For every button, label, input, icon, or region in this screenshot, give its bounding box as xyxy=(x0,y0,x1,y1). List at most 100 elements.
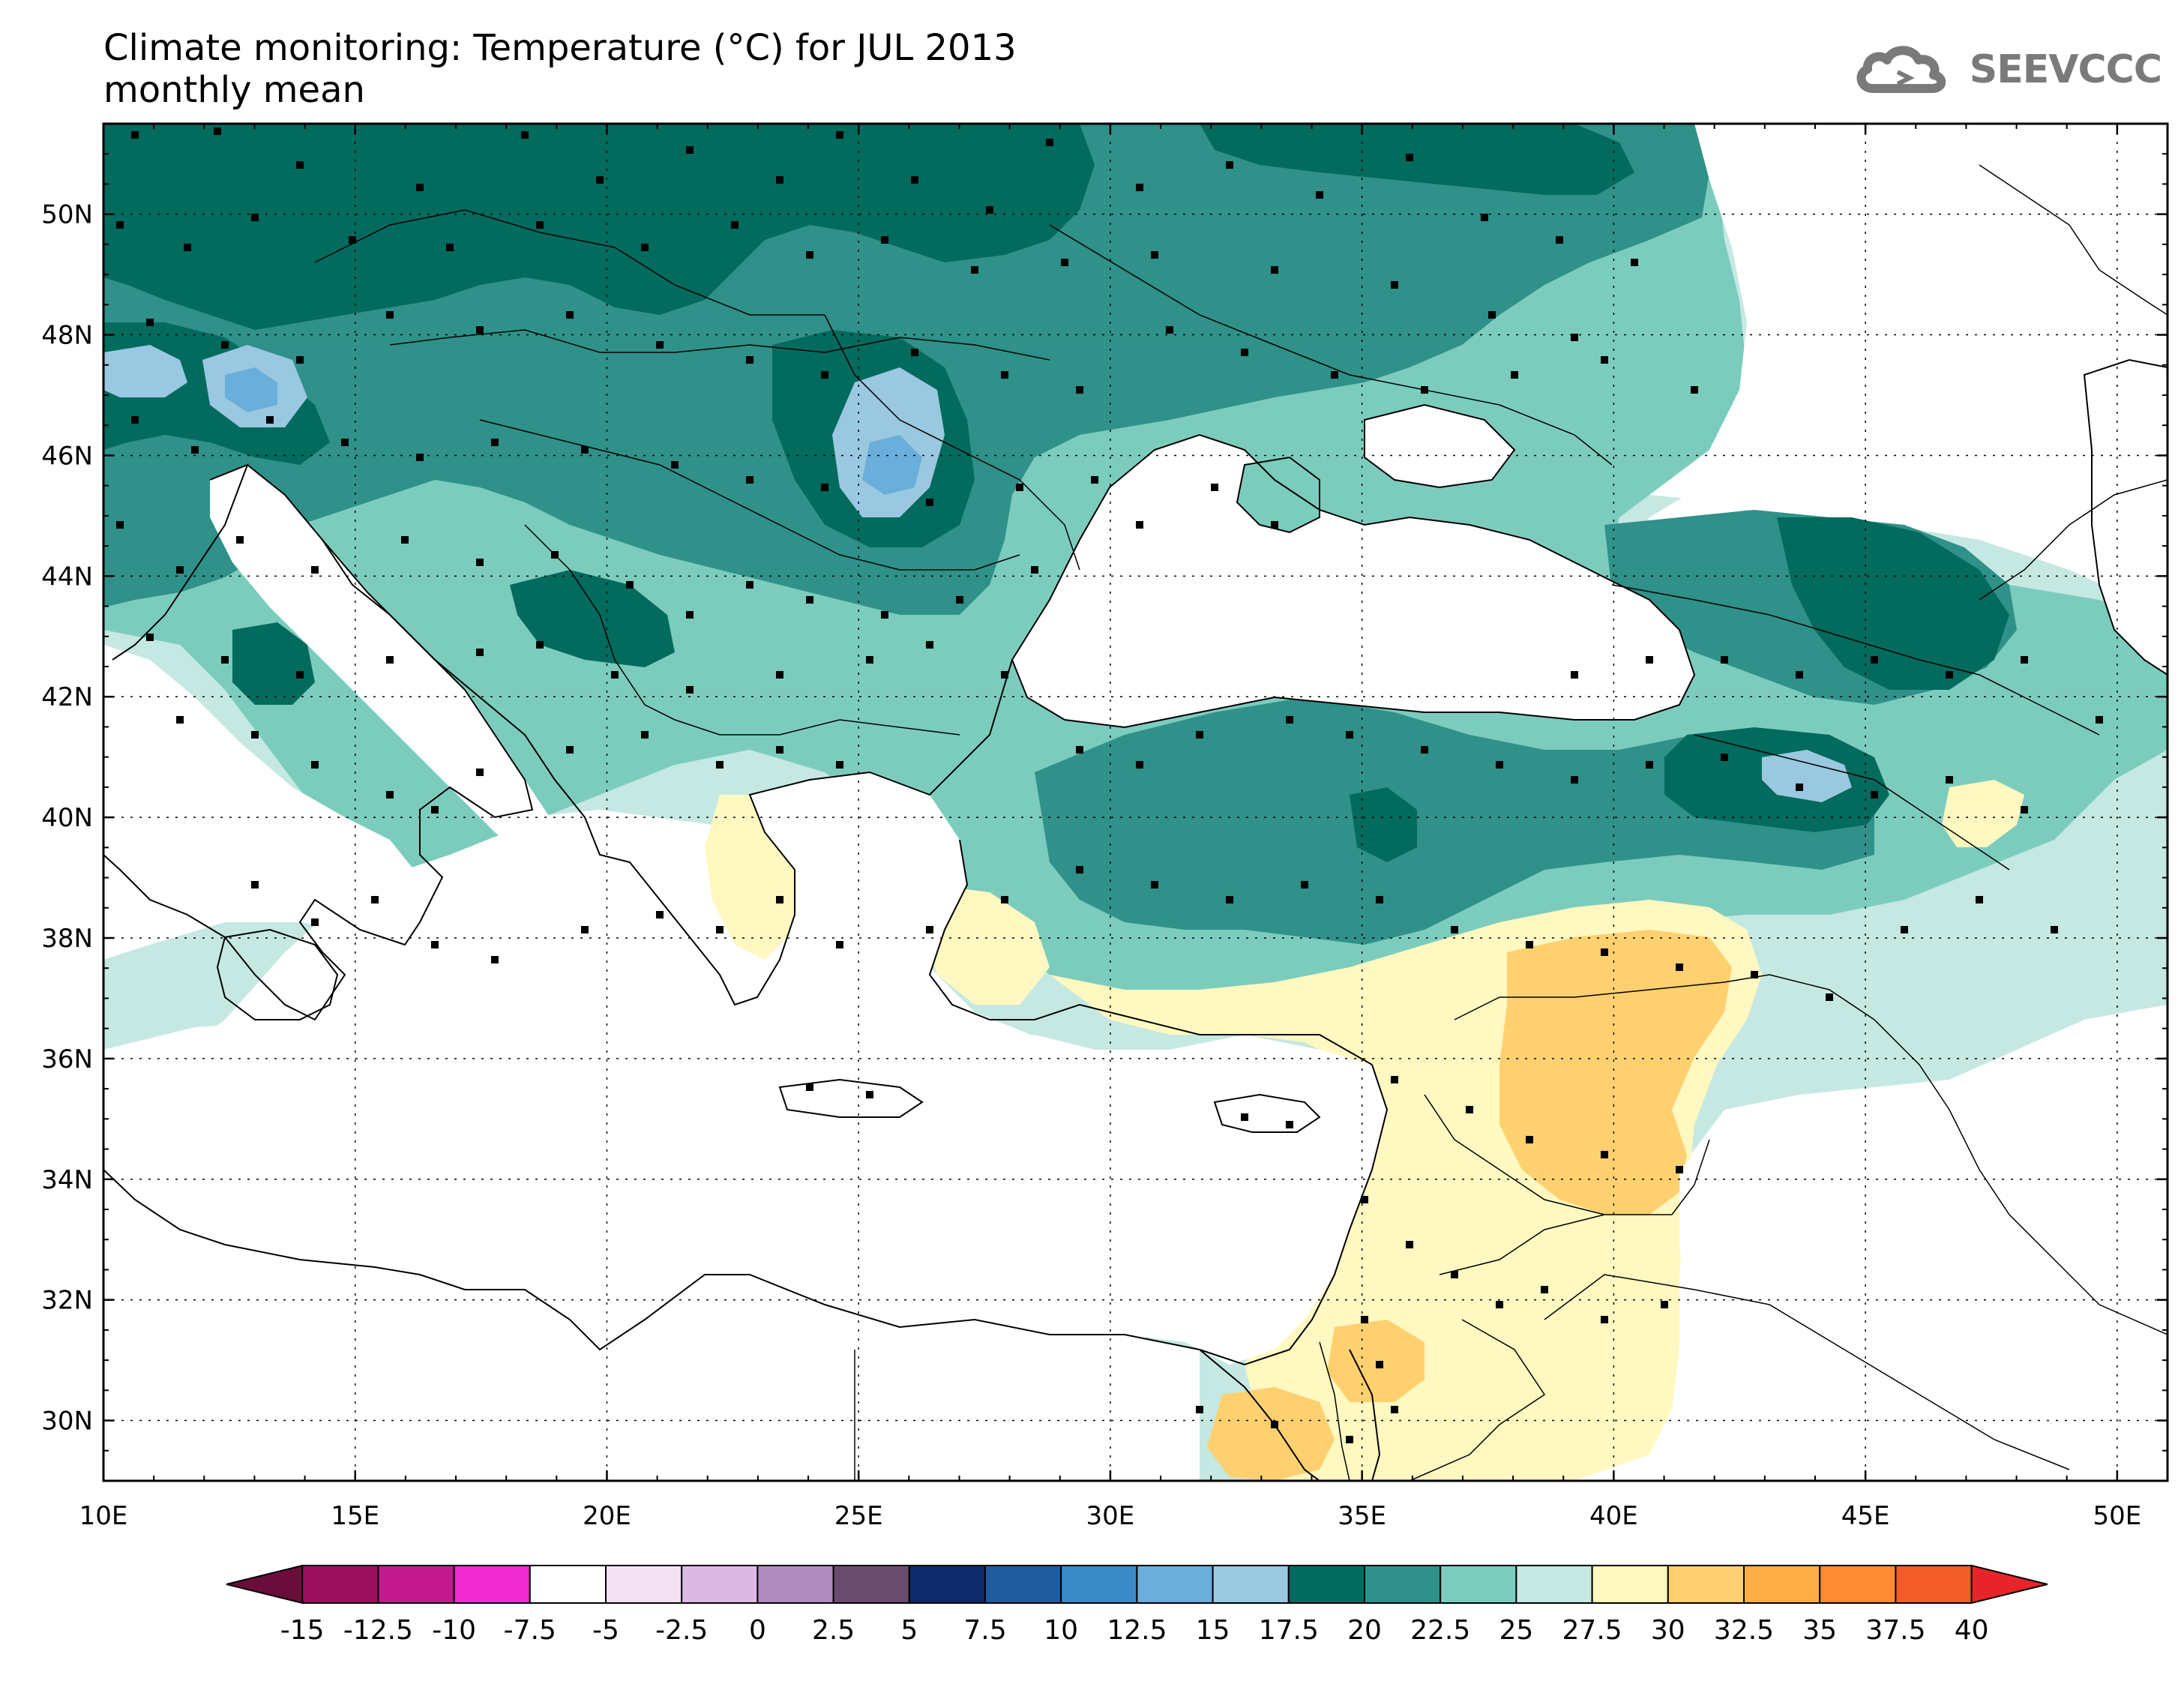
station-marker xyxy=(221,341,229,349)
station-marker xyxy=(881,236,888,244)
country-borders xyxy=(314,164,2168,1481)
colorbar-label: 22.5 xyxy=(1410,1615,1470,1646)
north-africa-coast xyxy=(103,1169,1200,1351)
field-12-5-15-alps xyxy=(225,367,277,412)
station-marker xyxy=(476,559,484,566)
colorbar-label: 2.5 xyxy=(812,1615,855,1646)
station-marker xyxy=(836,131,843,139)
station-marker xyxy=(581,926,589,933)
colorbar-label: 30 xyxy=(1651,1615,1685,1646)
station-marker xyxy=(1526,941,1533,948)
field-17-5-20-italy xyxy=(232,622,315,705)
border-line-13 xyxy=(1544,1274,2070,1470)
border-line-3 xyxy=(479,419,1020,571)
station-marker xyxy=(1391,281,1398,289)
station-marker xyxy=(1361,1196,1368,1203)
caspian-coast xyxy=(2083,358,2168,676)
lat-tick-label: 40N xyxy=(41,803,93,833)
station-marker xyxy=(2021,656,2028,664)
station-marker xyxy=(1271,266,1278,274)
coastlines-borders xyxy=(103,164,2168,1481)
field-17-5-20-balkan xyxy=(510,570,675,667)
station-marker xyxy=(641,244,649,251)
station-marker xyxy=(986,206,993,214)
station-marker xyxy=(131,416,139,424)
station-marker xyxy=(1496,1301,1503,1308)
colorbar-label: 7.5 xyxy=(963,1615,1006,1646)
station-marker xyxy=(191,446,199,454)
station-marker xyxy=(1286,716,1293,724)
station-marker xyxy=(1646,656,1653,664)
station-marker xyxy=(296,671,304,679)
colorbar-label: 27.5 xyxy=(1562,1615,1622,1646)
colorbar-label: 35 xyxy=(1802,1615,1837,1646)
map-frame xyxy=(102,122,2169,1482)
colorbar-label: 0 xyxy=(749,1615,766,1646)
colorbar-swatch xyxy=(605,1565,683,1604)
station-marker xyxy=(1241,349,1248,356)
station-marker xyxy=(1496,761,1503,769)
station-marker xyxy=(1376,896,1383,903)
station-marker xyxy=(1661,1301,1668,1308)
station-marker xyxy=(776,176,783,184)
station-marker xyxy=(1796,784,1803,791)
colorbar-label: 37.5 xyxy=(1865,1615,1925,1646)
station-marker xyxy=(1976,896,1983,903)
colorbar-label: -7.5 xyxy=(504,1615,556,1646)
tyrrhenian-sea xyxy=(103,645,427,960)
station-marker xyxy=(386,791,394,799)
station-marker xyxy=(266,416,274,424)
station-marker xyxy=(476,769,484,776)
north-africa-blank xyxy=(103,1200,1200,1481)
map-axes: 10E 15E 20E 25E 30E 35E 40E 45E 50E 30N 32N 34N 36N 3… xyxy=(41,123,2168,1531)
station-marker xyxy=(686,686,694,694)
station-marker xyxy=(1646,761,1653,769)
station-marker xyxy=(1211,484,1218,491)
station-marker xyxy=(1016,484,1023,491)
station-marker xyxy=(431,806,439,814)
colorbar-low-arrow xyxy=(226,1564,304,1605)
colorbar-swatch xyxy=(984,1565,1062,1604)
station-marker xyxy=(311,566,319,574)
station-marker xyxy=(536,221,544,229)
station-marker xyxy=(686,611,694,619)
colorbar-swatch xyxy=(1743,1565,1821,1604)
station-marker xyxy=(1226,896,1233,903)
station-marker xyxy=(581,446,589,454)
colorbar-label: 5 xyxy=(900,1615,918,1646)
colorbar-label: 25 xyxy=(1499,1615,1533,1646)
station-marker xyxy=(296,356,304,364)
station-marker xyxy=(821,484,828,491)
colorbar-swatch xyxy=(1667,1565,1745,1604)
station-marker xyxy=(1046,139,1053,146)
station-marker xyxy=(476,326,484,334)
lon-tick-label: 25E xyxy=(834,1501,883,1531)
station-markers xyxy=(116,127,2103,1443)
station-marker xyxy=(1271,1421,1278,1428)
station-marker xyxy=(1301,881,1308,888)
station-marker xyxy=(446,244,454,251)
station-marker xyxy=(1676,1166,1683,1173)
station-marker xyxy=(776,671,783,679)
station-marker xyxy=(866,1091,873,1098)
station-marker xyxy=(1421,386,1428,394)
station-marker xyxy=(251,214,259,221)
station-marker xyxy=(2051,926,2058,933)
border-line-2 xyxy=(389,329,1050,361)
lat-tick-label: 36N xyxy=(41,1044,93,1074)
station-marker xyxy=(1556,236,1563,244)
field-27-5-30-iran xyxy=(1942,780,2024,847)
lat-tick-label: 38N xyxy=(41,924,93,954)
colorbar-swatch xyxy=(832,1565,910,1604)
lon-tick-label: 50E xyxy=(2093,1501,2141,1531)
colorbar-swatch xyxy=(529,1565,607,1604)
station-marker xyxy=(746,581,753,589)
station-marker xyxy=(1196,731,1203,739)
station-marker xyxy=(476,649,484,656)
crete-coast xyxy=(778,1078,924,1118)
colorbar-swatch xyxy=(681,1565,759,1604)
black-sea-coast xyxy=(1011,433,1696,729)
station-marker xyxy=(671,461,679,469)
station-marker xyxy=(146,634,154,641)
station-marker xyxy=(1166,326,1173,334)
